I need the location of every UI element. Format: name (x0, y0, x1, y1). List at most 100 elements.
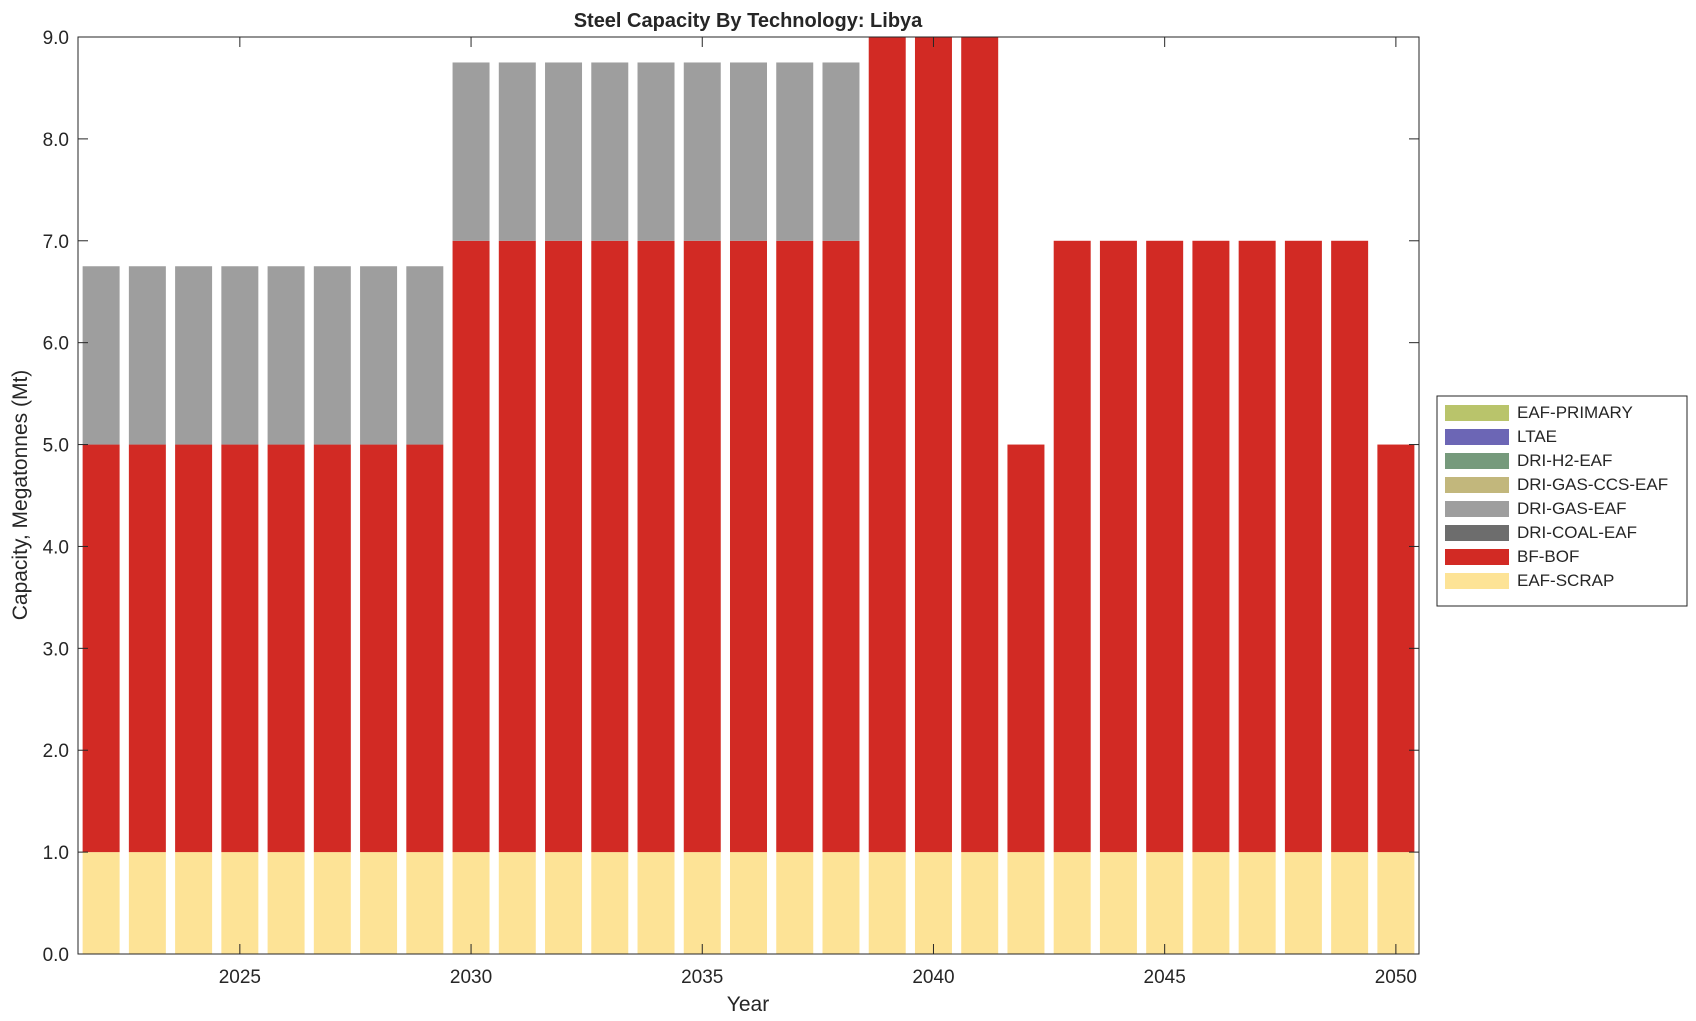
bar-eaf-scrap-2035 (683, 852, 721, 954)
bar-eaf-scrap-2022 (82, 852, 120, 954)
bar-eaf-scrap-2034 (637, 852, 675, 954)
bar-dri-gas-eaf-2035 (683, 62, 721, 241)
bar-dri-gas-eaf-2034 (637, 62, 675, 241)
bar-eaf-scrap-2042 (1007, 852, 1045, 954)
bar-bf-bof-2046 (1192, 240, 1230, 853)
bar-dri-gas-eaf-2028 (360, 266, 398, 445)
bar-bf-bof-2032 (545, 240, 583, 853)
bar-bf-bof-2028 (360, 444, 398, 853)
legend-label-ltae: LTAE (1517, 427, 1557, 446)
bar-eaf-scrap-2045 (1146, 852, 1184, 954)
bar-bf-bof-2036 (730, 240, 767, 853)
bar-dri-gas-eaf-2031 (498, 62, 536, 241)
legend-label-dri-gas-ccs-eaf: DRI-GAS-CCS-EAF (1517, 475, 1668, 494)
bar-bf-bof-2039 (868, 37, 906, 853)
chart-title: Steel Capacity By Technology: Libya (574, 10, 923, 32)
bar-dri-gas-eaf-2022 (82, 266, 120, 445)
bar-eaf-scrap-2032 (545, 852, 583, 954)
bar-eaf-scrap-2031 (498, 852, 536, 954)
bar-eaf-scrap-2046 (1192, 852, 1230, 954)
bar-eaf-scrap-2041 (961, 852, 999, 954)
bars-layer (82, 37, 1415, 954)
legend-swatch-eaf-scrap (1445, 573, 1509, 589)
bar-bf-bof-2035 (683, 240, 721, 853)
bar-eaf-scrap-2047 (1238, 852, 1276, 954)
bar-bf-bof-2047 (1238, 240, 1276, 853)
x-tick-label: 2040 (912, 967, 954, 988)
bar-bf-bof-2029 (406, 444, 444, 853)
bar-bf-bof-2030 (452, 240, 490, 853)
bar-eaf-scrap-2050 (1377, 852, 1415, 954)
bar-eaf-scrap-2049 (1331, 852, 1369, 954)
x-axis-label: Year (727, 993, 769, 1016)
bar-dri-gas-eaf-2029 (406, 266, 444, 445)
legend-label-dri-coal-eaf: DRI-COAL-EAF (1517, 523, 1637, 542)
bar-eaf-scrap-2043 (1053, 852, 1091, 954)
legend-label-eaf-scrap: EAF-SCRAP (1517, 571, 1614, 590)
y-tick-label: 8.0 (43, 130, 69, 151)
legend-label-dri-gas-eaf: DRI-GAS-EAF (1517, 499, 1627, 518)
bar-dri-gas-eaf-2023 (128, 266, 166, 445)
legend-swatch-eaf-primary (1445, 405, 1509, 421)
bar-bf-bof-2037 (776, 240, 814, 853)
bar-dri-gas-eaf-2033 (591, 62, 629, 241)
bar-bf-bof-2025 (221, 444, 259, 853)
y-tick-label: 2.0 (43, 741, 69, 762)
bar-eaf-scrap-2038 (822, 852, 860, 954)
legend-swatch-bf-bof (1445, 549, 1509, 565)
y-tick-label: 4.0 (43, 537, 69, 558)
legend-label-bf-bof: BF-BOF (1517, 547, 1579, 566)
y-tick-label: 0.0 (43, 945, 69, 966)
bar-dri-gas-eaf-2024 (175, 266, 213, 445)
bar-bf-bof-2041 (961, 37, 999, 853)
y-tick-label: 5.0 (43, 436, 69, 457)
bar-eaf-scrap-2048 (1284, 852, 1322, 954)
bar-bf-bof-2031 (498, 240, 536, 853)
legend-label-dri-h2-eaf: DRI-H2-EAF (1517, 451, 1612, 470)
bar-bf-bof-2050 (1377, 444, 1415, 853)
axes-frame (77, 36, 1420, 955)
bar-eaf-scrap-2033 (591, 852, 629, 954)
legend-swatch-dri-coal-eaf (1445, 525, 1509, 541)
bar-dri-gas-eaf-2030 (452, 62, 490, 241)
bar-bf-bof-2044 (1099, 240, 1137, 853)
bar-eaf-scrap-2028 (360, 852, 398, 954)
y-tick-label: 1.0 (43, 843, 69, 864)
legend-swatch-dri-h2-eaf (1445, 453, 1509, 469)
bar-bf-bof-2040 (914, 37, 952, 853)
x-tick-label: 2025 (219, 967, 261, 988)
bar-bf-bof-2026 (267, 444, 305, 853)
bar-bf-bof-2022 (82, 444, 120, 853)
bar-bf-bof-2042 (1007, 444, 1045, 853)
x-tick-label: 2050 (1375, 967, 1417, 988)
bar-eaf-scrap-2025 (221, 852, 259, 954)
bar-dri-gas-eaf-2026 (267, 266, 305, 445)
y-axis-label: Capacity, Megatonnes (Mt) (9, 370, 32, 621)
bar-bf-bof-2043 (1053, 240, 1091, 853)
bar-bf-bof-2033 (591, 240, 629, 853)
bar-eaf-scrap-2023 (128, 852, 166, 954)
bar-bf-bof-2049 (1331, 240, 1369, 853)
bar-bf-bof-2034 (637, 240, 675, 853)
bar-eaf-scrap-2026 (267, 852, 305, 954)
bar-dri-gas-eaf-2037 (776, 62, 814, 241)
ticks-layer: 0.0 1.0 2.0 3.0 4.0 5.0 6.0 7.0 8.0 9.0 2025 2030 20… (43, 28, 1419, 988)
bar-eaf-scrap-2044 (1099, 852, 1137, 954)
x-tick-label: 2045 (1144, 967, 1186, 988)
bar-bf-bof-2027 (313, 444, 351, 853)
legend-label-eaf-primary: EAF-PRIMARY (1517, 403, 1633, 422)
bar-eaf-scrap-2040 (914, 852, 952, 954)
legend: EAF-PRIMARY LTAE DRI-H2-EAF DRI-GAS-CCS-EAF… (1436, 395, 1688, 607)
bar-eaf-scrap-2029 (406, 852, 444, 954)
bar-bf-bof-2038 (822, 240, 860, 853)
y-tick-label: 9.0 (43, 28, 69, 49)
bar-bf-bof-2024 (175, 444, 213, 853)
y-tick-label: 3.0 (43, 639, 69, 660)
bar-dri-gas-eaf-2027 (313, 266, 351, 445)
bar-bf-bof-2048 (1284, 240, 1322, 853)
y-tick-label: 7.0 (43, 232, 69, 253)
bar-eaf-scrap-2030 (452, 852, 490, 954)
legend-swatch-dri-gas-eaf (1445, 501, 1509, 517)
bar-eaf-scrap-2037 (776, 852, 814, 954)
